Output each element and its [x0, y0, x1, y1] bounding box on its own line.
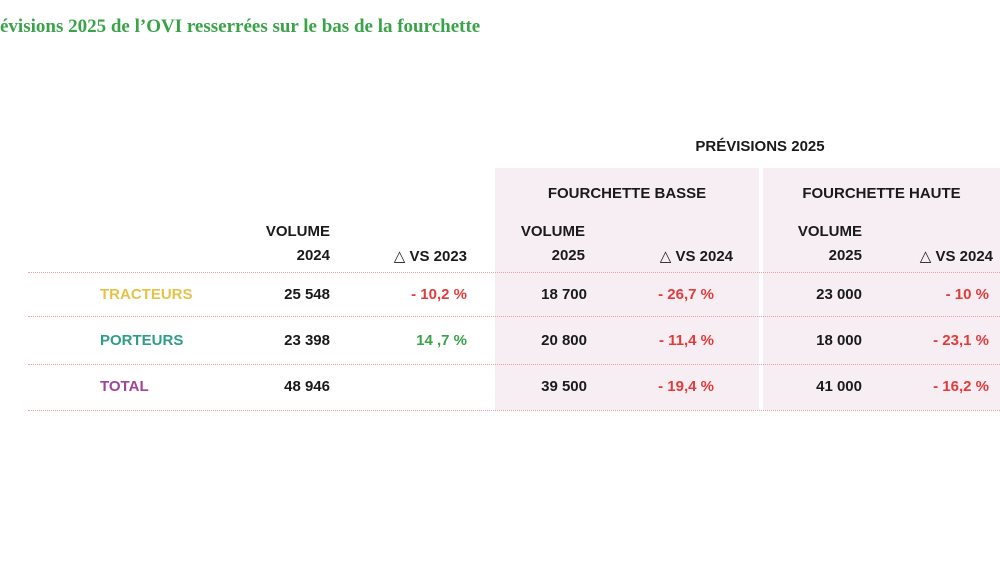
vs-2024-low: - 11,4 %	[658, 332, 714, 349]
high-range-band	[763, 168, 1000, 410]
vs-2023: - 10,2 %	[411, 286, 467, 303]
volume-2025-low: 20 800	[541, 332, 587, 349]
high-range-header: FOURCHETTE HAUTE	[802, 185, 961, 202]
col-volume-2024-line1: VOLUME	[265, 223, 330, 240]
low-range-band	[495, 168, 759, 410]
volume-2025-low: 18 700	[541, 286, 587, 303]
row-divider	[28, 410, 1000, 411]
table-title: évisions 2025 de l’OVI resserrées sur le…	[0, 16, 481, 37]
volume-2024: 25 548	[284, 286, 330, 303]
vs-2024-low: - 19,4 %	[658, 378, 714, 395]
volume-2025-high: 23 000	[816, 286, 862, 303]
volume-2024: 48 946	[284, 378, 330, 395]
col-volume-2025-high-line2: 2025	[828, 247, 862, 264]
col-vs-2023: △ VS 2023	[393, 248, 467, 265]
volume-2025-high: 18 000	[816, 332, 862, 349]
row-label: PORTEURS	[100, 332, 184, 349]
vs-2024-high: - 10 %	[945, 286, 989, 303]
volume-2025-low: 39 500	[541, 378, 587, 395]
row-label: TRACTEURS	[100, 286, 193, 303]
col-volume-2025-low-line1: VOLUME	[520, 223, 585, 240]
col-volume-2025-low-line2: 2025	[551, 247, 585, 264]
vs-2024-low: - 26,7 %	[658, 286, 714, 303]
volume-2024: 23 398	[284, 332, 330, 349]
col-volume-2025-high-line1: VOLUME	[797, 223, 862, 240]
vs-2023: 14 ,7 %	[416, 332, 467, 349]
col-vs-2024-high: △ VS 2024	[919, 248, 993, 265]
forecast-group-header: PRÉVISIONS 2025	[695, 138, 825, 155]
col-vs-2024-low: △ VS 2024	[659, 248, 733, 265]
row-divider	[28, 272, 1000, 273]
vs-2024-high: - 16,2 %	[933, 378, 989, 395]
vs-2024-high: - 23,1 %	[933, 332, 989, 349]
row-label: TOTAL	[100, 378, 149, 395]
volume-2025-high: 41 000	[816, 378, 862, 395]
col-volume-2024-line2: 2024	[296, 247, 330, 264]
low-range-header: FOURCHETTE BASSE	[547, 185, 707, 202]
row-divider	[28, 316, 1000, 317]
row-divider	[28, 364, 1000, 365]
